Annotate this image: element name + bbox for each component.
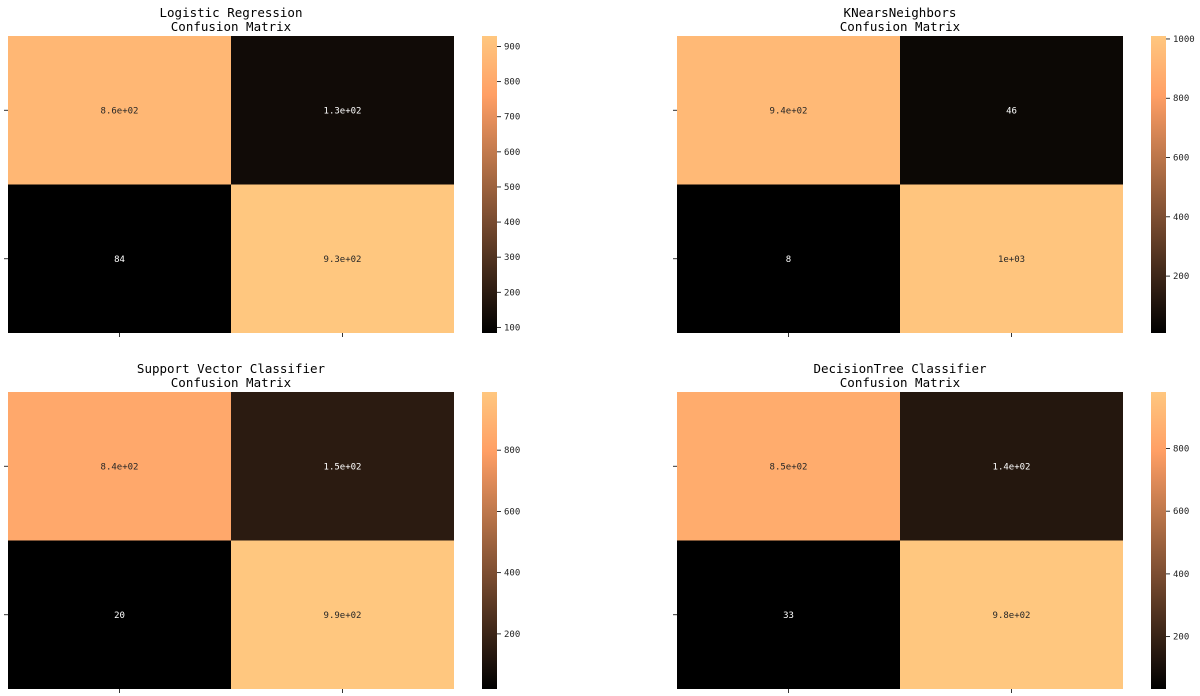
colorbar-tick-label: 400 bbox=[504, 569, 520, 579]
colorbar-tick-label: 600 bbox=[1173, 507, 1189, 517]
colorbar-tick-label: 900 bbox=[504, 43, 520, 53]
heatmap-panel-4: DecisionTree Classifier Confusion Matrix 8… bbox=[673, 361, 1189, 693]
chart-title: Logistic Regression Confusion Matrix bbox=[160, 5, 303, 34]
colorbar bbox=[482, 36, 497, 333]
heatmap-cell bbox=[900, 392, 1123, 541]
colorbar-tick-label: 800 bbox=[504, 446, 520, 456]
cell-annotation: 46 bbox=[1006, 106, 1017, 116]
colorbar-tick-label: 200 bbox=[504, 630, 520, 640]
chart-title: DecisionTree Classifier Confusion Matrix bbox=[813, 361, 987, 390]
colorbar-tick-label: 600 bbox=[1173, 154, 1189, 164]
colorbar-tick-label: 400 bbox=[1173, 213, 1189, 223]
heatmap-cell bbox=[677, 184, 900, 333]
cell-annotation: 84 bbox=[114, 255, 125, 265]
cell-annotation: 8 bbox=[786, 255, 791, 265]
colorbar-tick-label: 400 bbox=[1173, 570, 1189, 580]
colorbar-tick-label: 100 bbox=[504, 323, 520, 333]
heatmap-cell bbox=[8, 540, 231, 689]
cell-annotation: 9.9e+02 bbox=[324, 611, 362, 621]
heatmap-cell bbox=[677, 540, 900, 689]
heatmap-panel-2: KNearsNeighbors Confusion Matrix 9.4e+02 46… bbox=[673, 5, 1195, 337]
heatmap-cell bbox=[900, 540, 1123, 689]
colorbar-tick-label: 1000 bbox=[1173, 35, 1195, 45]
colorbar-tick-label: 200 bbox=[1173, 633, 1189, 643]
heatmap-cell bbox=[231, 540, 454, 689]
colorbar-tick-label: 500 bbox=[504, 183, 520, 193]
cell-annotation: 8.4e+02 bbox=[101, 462, 139, 472]
colorbar-tick-label: 400 bbox=[504, 218, 520, 228]
colorbar bbox=[1151, 392, 1166, 689]
heatmap-cell bbox=[8, 392, 231, 541]
heatmap-cell bbox=[677, 36, 900, 185]
colorbar-tick-label: 800 bbox=[504, 78, 520, 88]
cell-annotation: 1.3e+02 bbox=[324, 106, 362, 116]
chart-title: KNearsNeighbors Confusion Matrix bbox=[840, 5, 961, 34]
cell-annotation: 9.8e+02 bbox=[993, 611, 1031, 621]
heatmap-cell bbox=[231, 392, 454, 541]
cell-annotation: 9.4e+02 bbox=[770, 106, 808, 116]
heatmap-cell bbox=[900, 184, 1123, 333]
heatmap-cell bbox=[8, 184, 231, 333]
colorbar-tick-label: 800 bbox=[1173, 94, 1189, 104]
colorbar bbox=[1151, 36, 1166, 333]
colorbar bbox=[482, 392, 497, 689]
colorbar-tick-label: 800 bbox=[1173, 444, 1189, 454]
cell-annotation: 33 bbox=[783, 611, 794, 621]
colorbar-tick-label: 600 bbox=[504, 148, 520, 158]
cell-annotation: 9.3e+02 bbox=[324, 255, 362, 265]
colorbar-tick-label: 600 bbox=[504, 507, 520, 517]
heatmap-cell bbox=[900, 36, 1123, 185]
colorbar-tick-label: 200 bbox=[1173, 272, 1189, 282]
cell-annotation: 1e+03 bbox=[998, 255, 1025, 265]
cell-annotation: 20 bbox=[114, 611, 125, 621]
colorbar-tick-label: 300 bbox=[504, 253, 520, 263]
cell-annotation: 1.5e+02 bbox=[324, 462, 362, 472]
heatmap-cell bbox=[8, 36, 231, 185]
cell-annotation: 8.5e+02 bbox=[770, 462, 808, 472]
heatmap-panel-1: Logistic Regression Confusion Matrix 8.6e+… bbox=[4, 5, 520, 337]
heatmap-panel-3: Support Vector Classifier Confusion Matri… bbox=[4, 361, 520, 693]
colorbar-tick-label: 700 bbox=[504, 113, 520, 123]
chart-title: Support Vector Classifier Confusion Matri… bbox=[137, 361, 326, 390]
cell-annotation: 8.6e+02 bbox=[101, 106, 139, 116]
heatmap-cell bbox=[677, 392, 900, 541]
heatmap-cell bbox=[231, 36, 454, 185]
colorbar-tick-label: 200 bbox=[504, 288, 520, 298]
heatmap-cell bbox=[231, 184, 454, 333]
cell-annotation: 1.4e+02 bbox=[993, 462, 1031, 472]
